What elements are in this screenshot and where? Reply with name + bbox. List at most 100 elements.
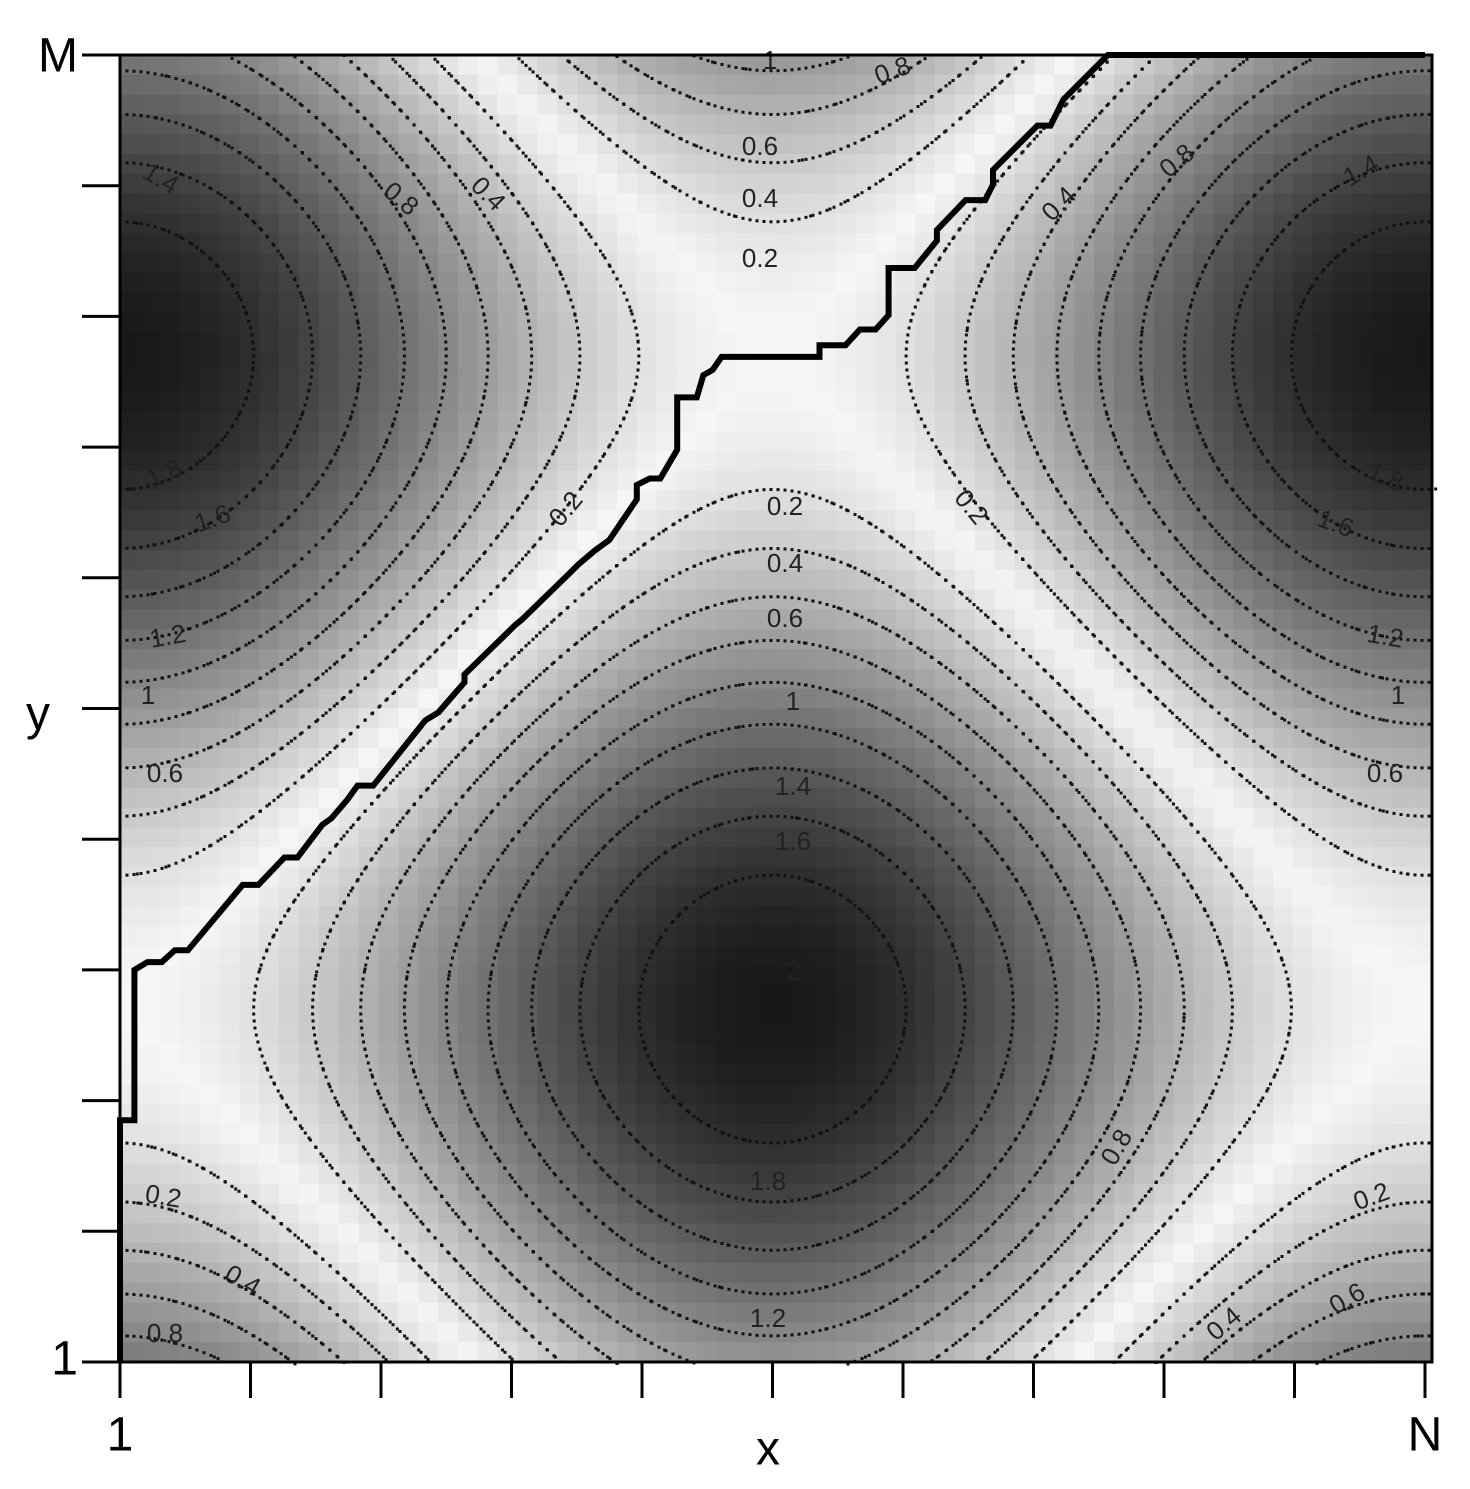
- heat-cell: [338, 926, 360, 947]
- heat-cell: [497, 312, 519, 333]
- heat-cell: [815, 431, 837, 452]
- heat-cell: [1412, 985, 1433, 1007]
- contour-dot: [231, 284, 235, 288]
- heat-cell: [1312, 1163, 1334, 1185]
- heat-cell: [915, 926, 936, 947]
- heat-cell: [994, 332, 1016, 353]
- heat-cell: [1292, 1302, 1314, 1323]
- heat-cell: [219, 807, 240, 828]
- heat-cell: [815, 866, 837, 888]
- heat-cell: [935, 1302, 956, 1323]
- heat-cell: [577, 926, 598, 947]
- heat-cell: [358, 431, 380, 452]
- heat-cell: [1193, 1084, 1214, 1106]
- heat-cell: [1034, 371, 1055, 393]
- heat-cell: [1312, 866, 1334, 888]
- contour-dot: [125, 1334, 129, 1338]
- heat-cell: [1153, 1084, 1175, 1106]
- heat-cell: [259, 1124, 280, 1145]
- heat-cell: [338, 1084, 360, 1106]
- heat-cell: [776, 1262, 797, 1284]
- heat-cell: [457, 1045, 479, 1066]
- contour-dot: [160, 73, 164, 77]
- heat-cell: [1213, 787, 1234, 809]
- heat-cell: [1113, 708, 1135, 729]
- heat-cell: [1372, 866, 1393, 888]
- heat-cell: [974, 668, 996, 690]
- heat-cell: [1392, 1045, 1413, 1066]
- heat-cell: [1312, 1005, 1334, 1026]
- heat-cell: [1392, 74, 1413, 96]
- contour-dot: [212, 1313, 216, 1317]
- heat-cell: [1113, 688, 1135, 710]
- heat-cell: [676, 94, 698, 116]
- heat-cell: [199, 1104, 220, 1125]
- heat-cell: [1193, 589, 1214, 611]
- heat-cell: [378, 550, 399, 571]
- heat-cell: [318, 1104, 340, 1125]
- contour-dot: [174, 587, 178, 590]
- heat-cell: [1392, 708, 1413, 729]
- heat-cell: [1153, 886, 1175, 908]
- heat-cell: [219, 1183, 240, 1205]
- heat-cell: [219, 352, 240, 373]
- heat-cell: [616, 154, 638, 175]
- heat-cell: [855, 173, 876, 195]
- heat-cell: [239, 1064, 260, 1086]
- heat-cell: [1173, 292, 1195, 314]
- heat-cell: [1113, 946, 1135, 967]
- heat-cell: [318, 1262, 340, 1284]
- heat-cell: [1412, 352, 1433, 373]
- heat-cell: [557, 352, 578, 373]
- heat-cell: [1272, 847, 1294, 868]
- heat-cell: [954, 550, 976, 571]
- heat-cell: [1352, 213, 1373, 234]
- heat-cell: [120, 1223, 141, 1244]
- heat-cell: [954, 708, 976, 729]
- contour-dot: [196, 1264, 200, 1268]
- heat-cell: [199, 668, 220, 690]
- heat-cell: [875, 1064, 896, 1086]
- heat-cell: [1014, 391, 1036, 413]
- heat-cell: [1173, 1124, 1195, 1145]
- contour-dot: [202, 1309, 206, 1313]
- heat-cell: [1193, 1183, 1214, 1205]
- heat-cell: [1352, 550, 1373, 571]
- heat-cell: [656, 292, 678, 314]
- heat-cell: [1332, 985, 1354, 1007]
- heat-cell: [636, 154, 658, 175]
- heat-cell: [756, 173, 777, 195]
- heat-cell: [1133, 74, 1155, 96]
- heat-cell: [1133, 1203, 1155, 1224]
- heat-cell: [1292, 1203, 1314, 1224]
- heat-cell: [577, 748, 598, 769]
- heat-cell: [616, 193, 638, 215]
- heat-cell: [457, 886, 479, 908]
- heat-cell: [935, 114, 956, 135]
- heat-cell: [636, 272, 658, 294]
- heat-cell: [1054, 609, 1075, 630]
- heat-cell: [199, 1322, 220, 1343]
- heat-cell: [517, 253, 539, 274]
- heat-cell: [1253, 767, 1274, 789]
- heat-cell: [1173, 134, 1195, 155]
- heat-cell: [716, 1342, 737, 1363]
- heat-cell: [557, 1005, 578, 1026]
- heat-cell: [398, 173, 419, 195]
- heat-cell: [219, 154, 240, 175]
- contour-dot: [209, 257, 213, 261]
- heat-cell: [736, 807, 757, 828]
- heat-cell: [378, 332, 399, 353]
- heat-cell: [915, 787, 936, 809]
- heat-cell: [398, 708, 419, 729]
- heat-cell: [776, 906, 797, 927]
- heat-cell: [756, 431, 777, 452]
- heat-cell: [1312, 906, 1334, 927]
- heat-cell: [179, 292, 201, 314]
- heat-cell: [1292, 926, 1314, 947]
- contour-dot: [190, 242, 194, 246]
- contour-dot: [265, 948, 269, 952]
- heat-cell: [795, 332, 817, 353]
- heat-cell: [974, 74, 996, 96]
- heat-cell: [1014, 233, 1036, 254]
